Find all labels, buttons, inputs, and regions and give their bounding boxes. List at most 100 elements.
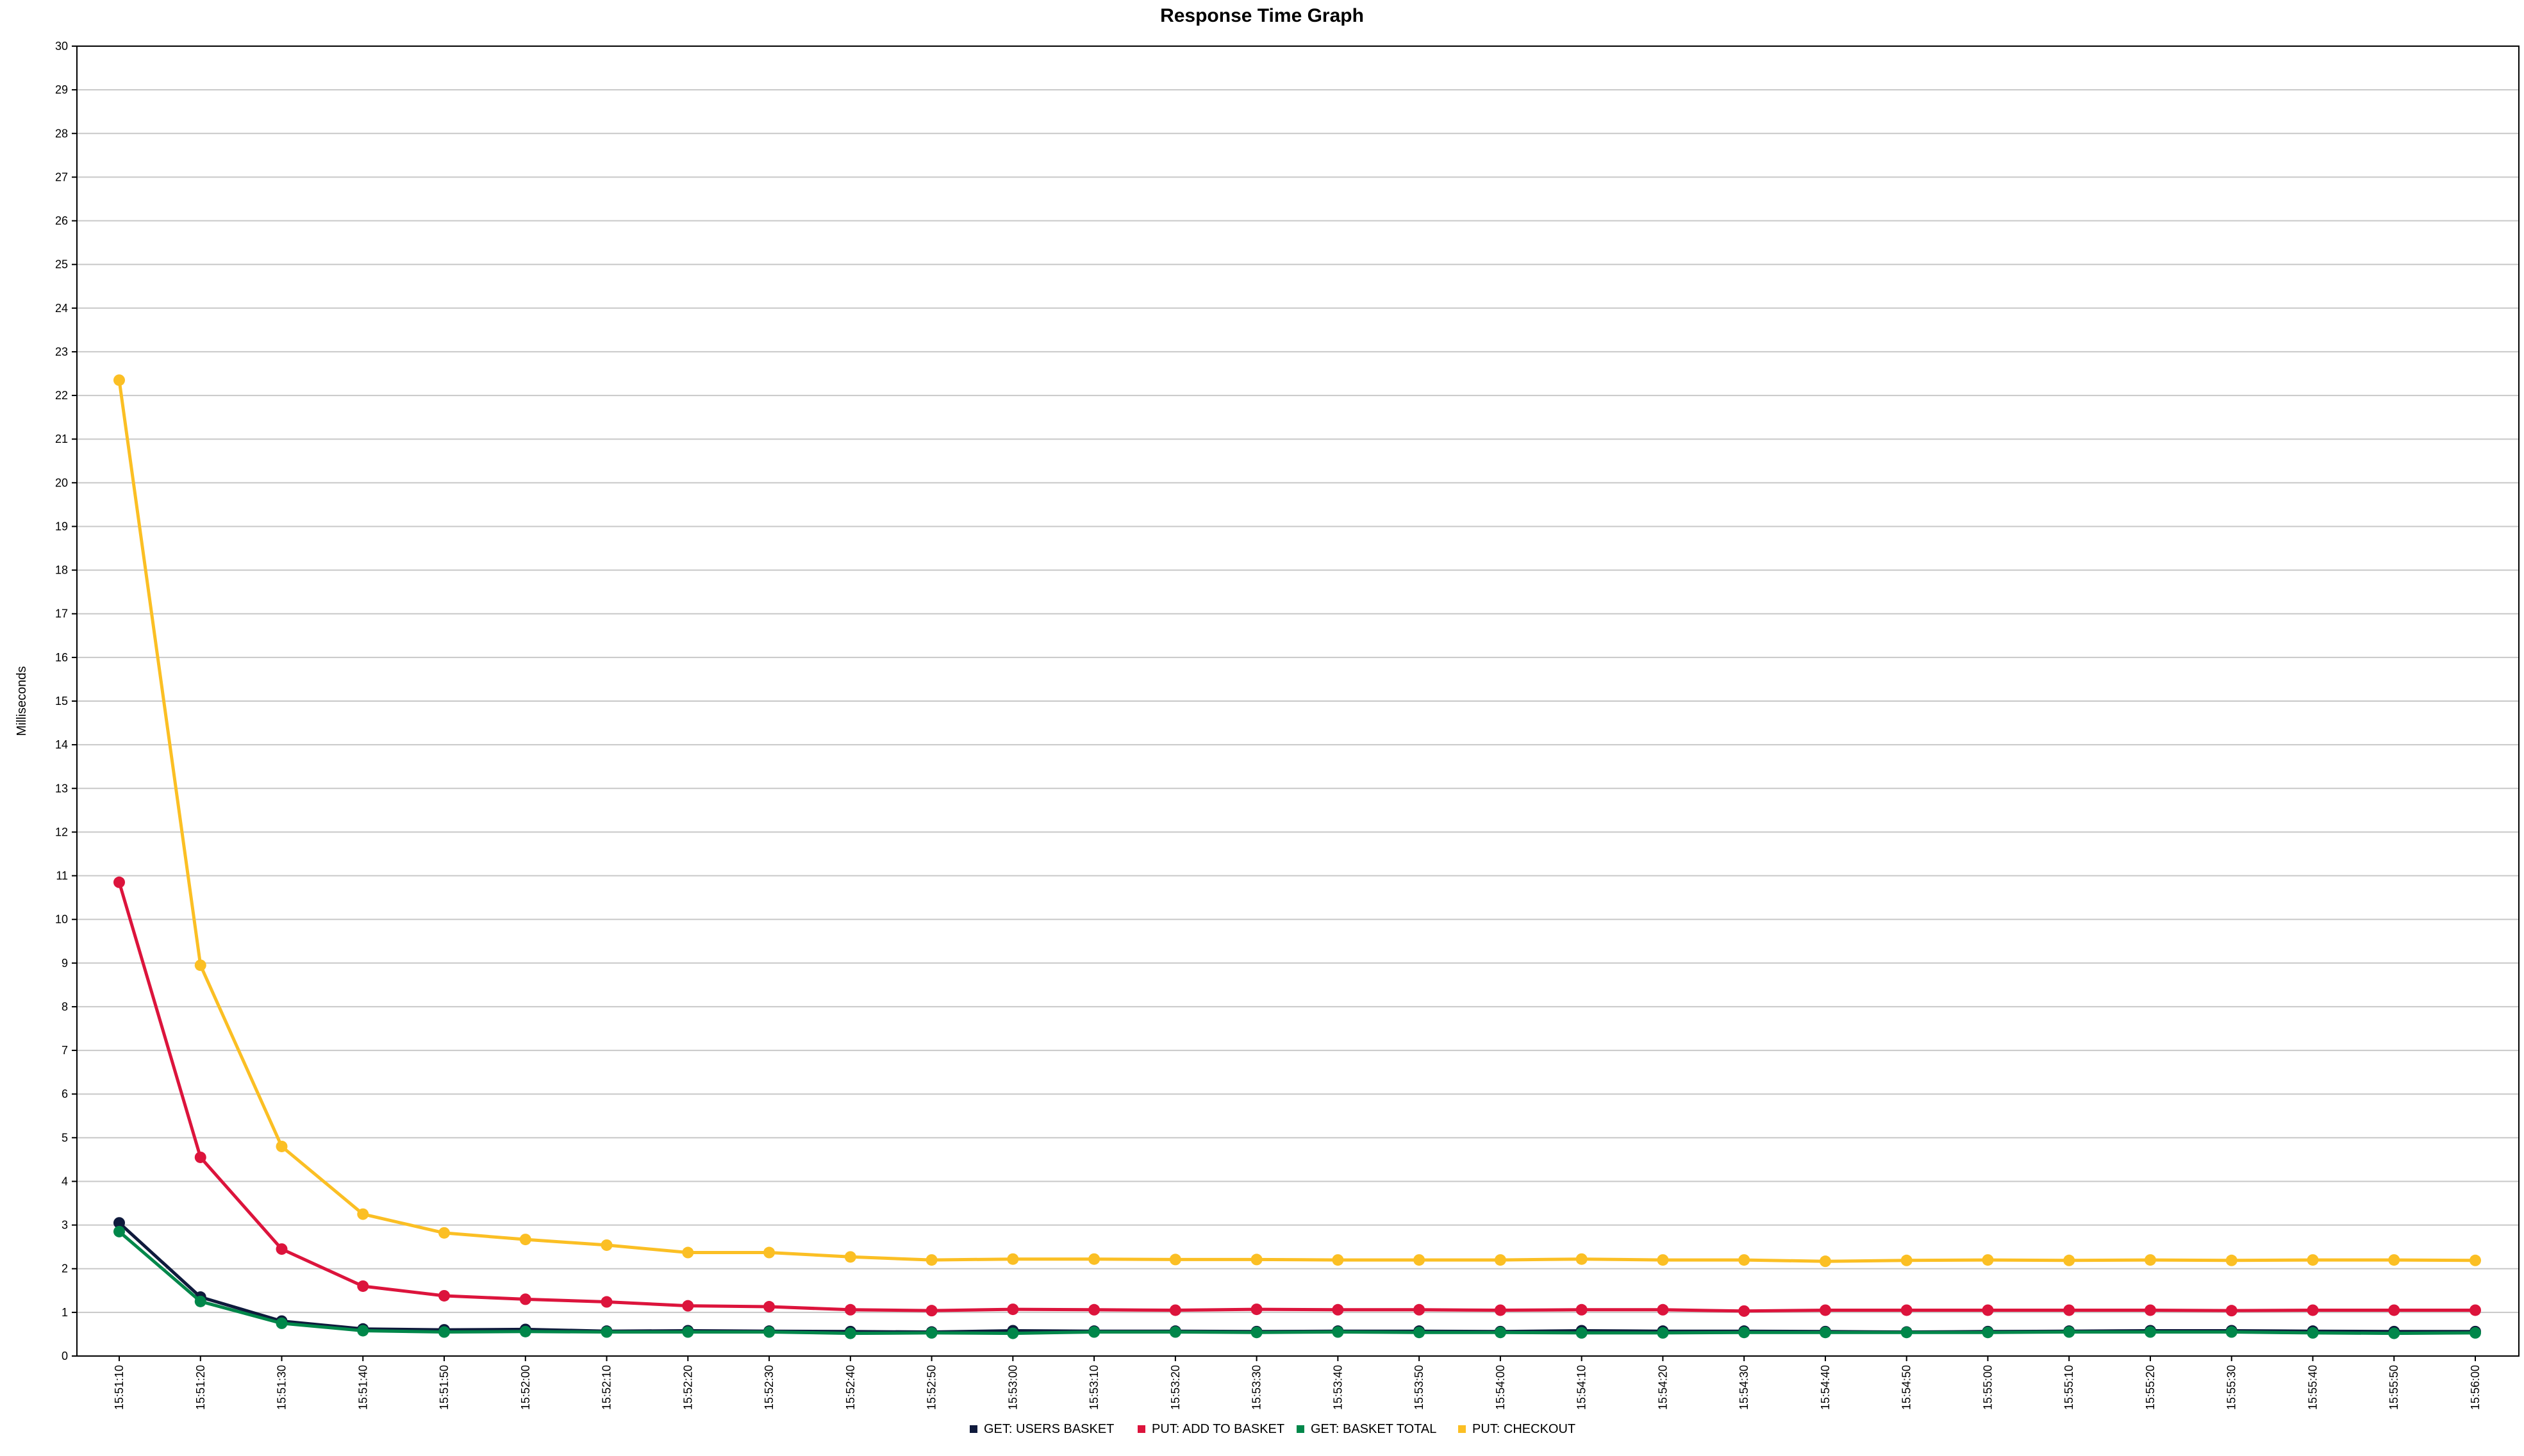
data-point [844, 1327, 856, 1339]
x-tick-label: 15:55:10 [2063, 1365, 2075, 1410]
x-tick-label: 15:54:50 [1900, 1365, 1913, 1410]
data-point [1413, 1303, 1425, 1316]
y-tick-label: 22 [55, 389, 68, 402]
data-point [113, 1217, 125, 1229]
y-tick-label: 13 [55, 782, 68, 795]
data-point [1738, 1327, 1750, 1339]
data-point [438, 1326, 451, 1338]
y-tick-label: 17 [55, 608, 68, 620]
data-point [682, 1326, 694, 1338]
y-tick-label: 4 [62, 1175, 68, 1187]
x-tick-label: 15:55:30 [2225, 1365, 2238, 1410]
y-tick-label: 18 [55, 564, 68, 577]
x-tick-label: 15:52:30 [763, 1365, 776, 1410]
data-point [844, 1303, 856, 1316]
y-tick-label: 29 [55, 83, 68, 96]
x-tick-label: 15:54:40 [1819, 1365, 1832, 1410]
data-point [1982, 1327, 1994, 1339]
data-point [1088, 1326, 1100, 1338]
data-point [276, 1317, 288, 1329]
data-point [2063, 1304, 2075, 1316]
x-tick-label: 15:53:30 [1250, 1365, 1263, 1410]
data-point [1657, 1254, 1669, 1266]
y-tick-label: 25 [55, 258, 68, 271]
data-point [1169, 1326, 1181, 1338]
data-point [1819, 1327, 1831, 1339]
data-point [2144, 1254, 2156, 1266]
x-tick-label: 15:51:30 [276, 1365, 288, 1410]
data-point [763, 1246, 776, 1259]
data-point [194, 959, 206, 972]
data-point [1007, 1253, 1019, 1265]
data-point [2470, 1327, 2481, 1339]
x-tick-label: 15:52:00 [519, 1365, 532, 1410]
data-point [2470, 1254, 2481, 1266]
y-axis: 0123456789101112131415161718192021222324… [55, 40, 77, 1362]
chart-title: Response Time Graph [1160, 5, 1364, 26]
data-point [1900, 1304, 1913, 1316]
x-tick-label: 15:55:50 [2387, 1365, 2400, 1410]
data-point [357, 1208, 369, 1220]
legend-swatch [1458, 1425, 1466, 1433]
y-tick-label: 10 [55, 913, 68, 926]
y-tick-label: 21 [55, 433, 68, 445]
data-point [926, 1327, 938, 1339]
data-point [113, 374, 125, 386]
data-point [113, 1225, 125, 1237]
x-tick-label: 15:51:40 [356, 1365, 369, 1410]
data-point [194, 1295, 206, 1307]
x-tick-label: 15:53:10 [1088, 1365, 1100, 1410]
data-point [844, 1251, 856, 1263]
data-point [2144, 1326, 2156, 1338]
x-tick-label: 15:53:20 [1169, 1365, 1182, 1410]
data-point [2307, 1254, 2319, 1266]
y-tick-label: 12 [55, 825, 68, 838]
data-point [682, 1246, 694, 1259]
legend-swatch [1297, 1425, 1304, 1433]
x-tick-label: 15:51:50 [438, 1365, 451, 1410]
x-axis: 15:51:10 15:51:20 15:51:30 15:51:40 15:51:50… [113, 1356, 2482, 1410]
data-point [1413, 1254, 1425, 1266]
data-point [2307, 1304, 2319, 1316]
x-tick-label: 15:55:00 [1981, 1365, 1994, 1410]
legend-label: PUT: ADD TO BASKET [1152, 1422, 1284, 1436]
y-tick-label: 9 [62, 957, 68, 970]
y-tick-label: 5 [62, 1131, 68, 1144]
y-tick-label: 11 [56, 870, 68, 882]
x-tick-label: 15:54:30 [1738, 1365, 1750, 1410]
data-point [1088, 1253, 1100, 1265]
data-point [276, 1140, 288, 1152]
legend-swatch [1138, 1425, 1145, 1433]
series-group [113, 876, 2481, 1317]
y-tick-label: 1 [62, 1306, 68, 1319]
x-tick-label: 15:52:50 [926, 1365, 938, 1410]
data-point [2307, 1327, 2319, 1339]
y-tick-label: 16 [55, 651, 68, 664]
y-tick-label: 26 [55, 215, 68, 228]
data-point [276, 1243, 288, 1255]
data-point [113, 876, 125, 888]
data-point [1332, 1326, 1344, 1338]
y-tick-label: 6 [62, 1088, 68, 1100]
x-tick-label: 15:53:50 [1413, 1365, 1425, 1410]
legend-label: GET: BASKET TOTAL [1311, 1422, 1436, 1436]
gridlines [77, 46, 2519, 1313]
legend-label: PUT: CHECKOUT [1472, 1422, 1575, 1436]
data-point [763, 1326, 776, 1338]
y-tick-label: 24 [55, 302, 68, 315]
series-group [113, 1225, 2481, 1339]
data-point [601, 1239, 613, 1251]
data-point [2225, 1305, 2238, 1317]
x-tick-label: 15:52:10 [601, 1365, 613, 1410]
y-tick-label: 2 [62, 1262, 68, 1275]
data-point [1088, 1303, 1100, 1316]
data-point [1575, 1253, 1588, 1265]
data-point [1250, 1303, 1263, 1316]
data-point [1332, 1303, 1344, 1316]
y-axis-title: Milliseconds [15, 666, 29, 736]
x-tick-label: 15:54:10 [1575, 1365, 1588, 1410]
data-point [357, 1280, 369, 1292]
data-point [2388, 1304, 2400, 1316]
